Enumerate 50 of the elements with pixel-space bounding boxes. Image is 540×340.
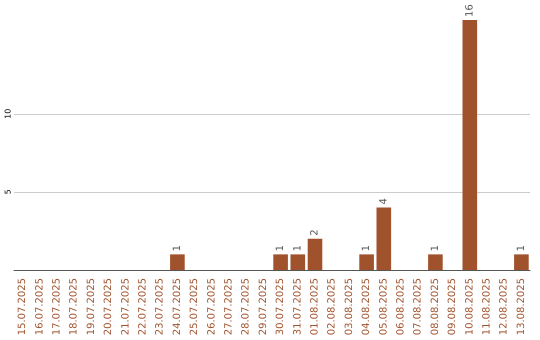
x-tick-label: 04.08.2025 bbox=[361, 278, 372, 336]
bar bbox=[308, 238, 322, 270]
y-tick-label: 5 bbox=[4, 189, 12, 194]
bar bbox=[376, 208, 392, 270]
x-tick-label: 15.07.2025 bbox=[17, 278, 28, 336]
x-tick-label: 10.08.2025 bbox=[464, 278, 476, 336]
x-tick-label: 31.07.2025 bbox=[292, 278, 304, 336]
x-tick-label: 30.07.2025 bbox=[275, 278, 286, 336]
x-tick-label: 24.07.2025 bbox=[172, 278, 183, 336]
bar bbox=[514, 254, 529, 270]
x-tick-label: 13.08.2025 bbox=[516, 278, 527, 336]
x-tick-label: 25.07.2025 bbox=[189, 278, 200, 336]
bar bbox=[462, 20, 478, 270]
x-tick-label: 29.07.2025 bbox=[258, 278, 269, 336]
x-tick-label: 18.07.2025 bbox=[68, 278, 80, 336]
y-tick-label: 10 bbox=[4, 108, 12, 119]
x-tick-label: 06.08.2025 bbox=[396, 278, 406, 336]
x-tick-label: 17.07.2025 bbox=[52, 278, 62, 336]
x-tick-label: 07.08.2025 bbox=[412, 278, 424, 336]
data-label: 16 bbox=[464, 4, 476, 17]
data-label: 1 bbox=[275, 245, 286, 252]
bar bbox=[170, 254, 185, 270]
x-tick-label: 11.08.2025 bbox=[482, 278, 492, 336]
data-label: 1 bbox=[172, 245, 183, 252]
x-tick-label: 01.08.2025 bbox=[310, 278, 320, 336]
x-tick-label: 22.07.2025 bbox=[138, 278, 148, 336]
x-tick-label: 21.07.2025 bbox=[120, 278, 132, 336]
x-tick-label: 05.08.2025 bbox=[378, 278, 390, 336]
x-tick-label: 28.07.2025 bbox=[240, 278, 252, 336]
data-label: 2 bbox=[310, 229, 320, 236]
x-tick-label: 08.08.2025 bbox=[430, 278, 441, 336]
data-label: 1 bbox=[361, 245, 372, 252]
data-label: 4 bbox=[378, 198, 390, 204]
bar bbox=[428, 254, 443, 270]
x-tick-label: 23.07.2025 bbox=[154, 278, 166, 336]
data-label: 1 bbox=[292, 245, 304, 252]
x-tick-label: 27.07.2025 bbox=[224, 278, 234, 336]
bar bbox=[359, 254, 374, 270]
x-tick-label: 26.07.2025 bbox=[206, 278, 218, 336]
x-tick-label: 12.08.2025 bbox=[498, 278, 510, 336]
x-tick-label: 02.08.2025 bbox=[326, 278, 338, 336]
x-tick-label: 16.07.2025 bbox=[34, 278, 46, 336]
x-tick-label: 09.08.2025 bbox=[447, 278, 458, 336]
x-tick-label: 03.08.2025 bbox=[344, 278, 355, 336]
data-label: 1 bbox=[516, 245, 527, 252]
x-tick-label: 19.07.2025 bbox=[86, 278, 97, 336]
bar bbox=[273, 254, 288, 270]
data-label: 1 bbox=[430, 245, 441, 252]
x-tick-label: 20.07.2025 bbox=[103, 278, 114, 336]
bar bbox=[290, 254, 306, 270]
